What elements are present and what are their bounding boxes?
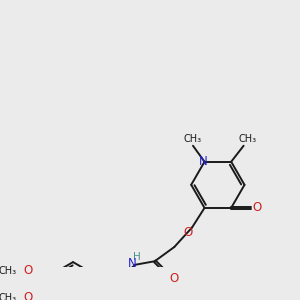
Text: CH₃: CH₃ [184,134,202,144]
Text: N: N [199,155,208,168]
Text: N: N [128,257,137,270]
Text: O: O [183,226,192,239]
Text: O: O [252,201,262,214]
Text: CH₃: CH₃ [0,292,16,300]
Text: O: O [23,291,32,300]
Text: O: O [170,272,179,285]
Text: O: O [23,265,32,278]
Text: CH₃: CH₃ [238,134,256,144]
Text: CH₃: CH₃ [0,266,16,276]
Text: H: H [133,252,141,262]
